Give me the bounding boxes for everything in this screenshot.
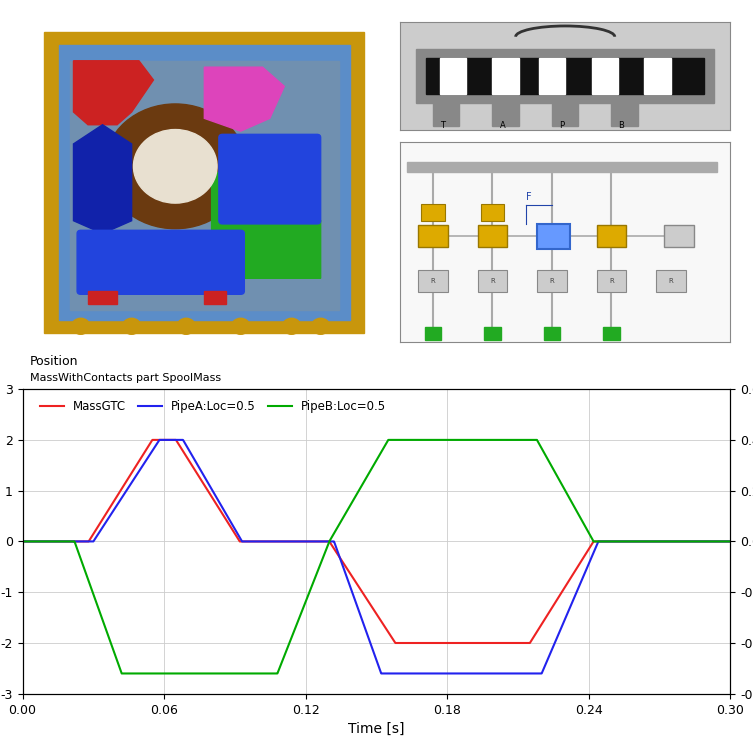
Bar: [204, 291, 226, 304]
Polygon shape: [204, 67, 285, 131]
Bar: [407, 163, 717, 172]
Circle shape: [232, 319, 250, 334]
FancyBboxPatch shape: [219, 134, 321, 224]
Bar: [418, 270, 448, 292]
Bar: [611, 103, 638, 127]
Bar: [492, 58, 519, 94]
Bar: [656, 270, 686, 292]
Text: R: R: [550, 278, 554, 284]
Polygon shape: [74, 125, 132, 233]
Bar: [603, 327, 620, 339]
Legend: MassGTC, PipeA:Loc=0.5, PipeB:Loc=0.5: MassGTC, PipeA:Loc=0.5, PipeB:Loc=0.5: [35, 395, 391, 418]
Bar: [44, 32, 364, 333]
Bar: [416, 49, 714, 103]
Text: B: B: [618, 121, 624, 130]
Bar: [596, 270, 626, 292]
Text: P: P: [559, 121, 565, 130]
Text: R: R: [490, 278, 495, 284]
Bar: [477, 225, 508, 248]
Bar: [492, 103, 519, 127]
Text: F: F: [526, 192, 531, 202]
Polygon shape: [74, 60, 154, 125]
Circle shape: [312, 319, 330, 334]
Polygon shape: [212, 157, 321, 278]
Bar: [426, 58, 704, 94]
Bar: [70, 60, 339, 310]
Bar: [544, 327, 560, 339]
Bar: [425, 327, 441, 339]
Bar: [440, 58, 466, 94]
Bar: [664, 225, 694, 248]
Circle shape: [177, 319, 195, 334]
Bar: [422, 204, 444, 221]
Text: R: R: [609, 278, 614, 284]
Bar: [477, 270, 508, 292]
Bar: [592, 58, 618, 94]
Bar: [537, 224, 570, 248]
Circle shape: [72, 319, 90, 334]
Circle shape: [133, 130, 217, 203]
Bar: [59, 45, 349, 320]
Text: 3: 3: [550, 231, 557, 241]
Bar: [645, 58, 671, 94]
Bar: [552, 103, 578, 127]
Text: MassWithContacts part SpoolMass: MassWithContacts part SpoolMass: [29, 373, 221, 383]
Text: R: R: [669, 278, 673, 284]
Bar: [596, 225, 626, 248]
Bar: [418, 225, 448, 248]
Text: Position: Position: [29, 355, 78, 368]
Circle shape: [105, 104, 246, 229]
X-axis label: Time [s]: Time [s]: [348, 722, 405, 736]
FancyBboxPatch shape: [77, 231, 244, 294]
Circle shape: [123, 319, 141, 334]
Bar: [433, 103, 459, 127]
Bar: [88, 291, 117, 304]
Bar: [481, 204, 504, 221]
Text: T: T: [441, 121, 446, 130]
Bar: [484, 327, 501, 339]
Bar: [538, 58, 566, 94]
Text: R: R: [431, 278, 435, 284]
Bar: [537, 270, 567, 292]
Text: A: A: [499, 121, 505, 130]
Circle shape: [282, 319, 300, 334]
